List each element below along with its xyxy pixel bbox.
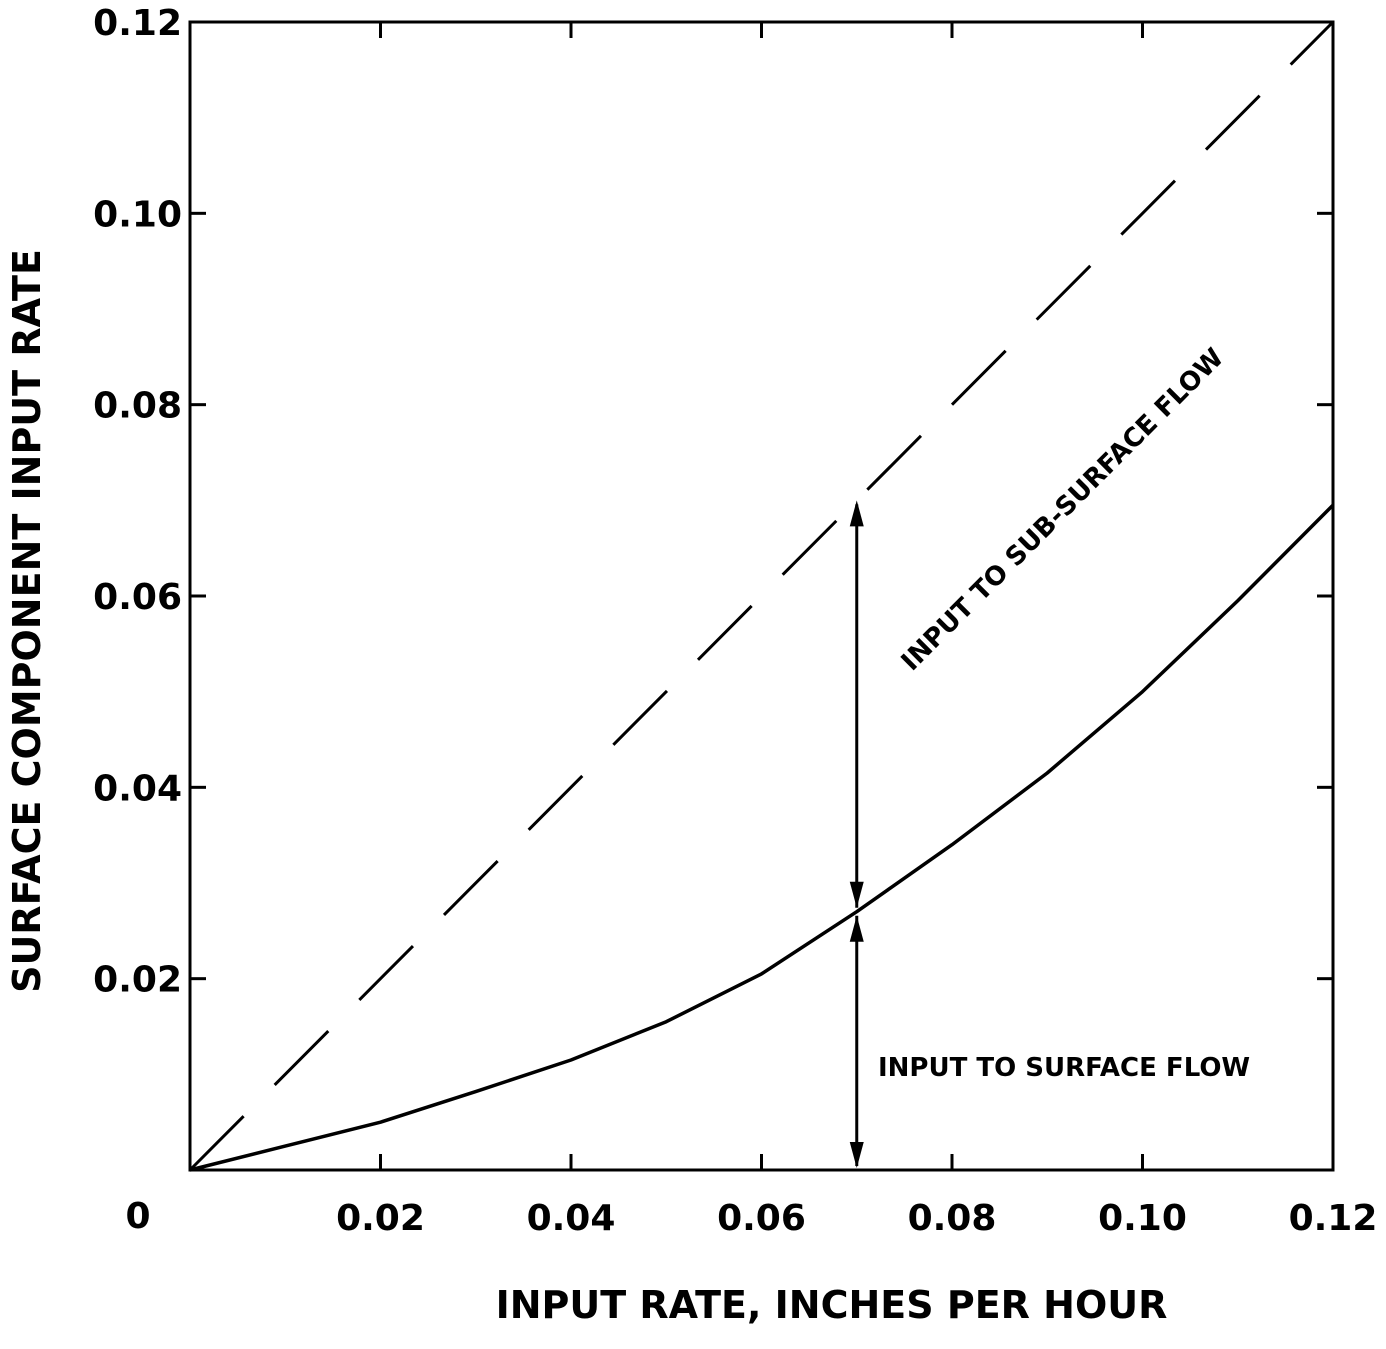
annotation-surface-flow: INPUT TO SURFACE FLOW (878, 1053, 1250, 1083)
x-tick-label: 0.10 (1098, 1198, 1187, 1239)
x-tick-label: 0.02 (336, 1198, 425, 1239)
y-axis-title: SURFACE COMPONENT INPUT RATE (5, 249, 49, 993)
y-axis-ticks: 0.02 0.04 0.06 0.08 0.10 0.12 (93, 3, 1333, 1001)
x-axis-ticks: 0.02 0.04 0.06 0.08 0.10 0.12 (336, 22, 1377, 1239)
surface-arrow-head-top (849, 915, 864, 942)
y-tick-label: 0.08 (93, 386, 182, 427)
origin-label: 0 (125, 1196, 150, 1237)
x-axis-title: INPUT RATE, INCHES PER HOUR (496, 1283, 1168, 1327)
annotations (849, 500, 864, 1168)
x-tick-label: 0.08 (908, 1198, 997, 1239)
x-tick-label: 0.12 (1289, 1198, 1378, 1239)
series-group (188, 20, 1335, 1172)
surface-arrow-head-bottom (849, 1142, 864, 1168)
sub-surface-arrow-head-bottom (849, 881, 864, 908)
y-tick-label: 0.04 (93, 768, 182, 809)
x-tick-label: 0.06 (717, 1198, 806, 1239)
dashed-series-line (188, 20, 1335, 1172)
y-tick-label: 0.06 (93, 577, 182, 618)
y-tick-label: 0.10 (93, 194, 182, 235)
solid-series-line (189, 503, 1335, 1172)
annotation-sub-surface-flow: INPUT TO SUB-SURFACE FLOW (896, 343, 1230, 677)
y-tick-label: 0.12 (93, 3, 182, 44)
x-tick-label: 0.04 (527, 1198, 616, 1239)
sub-surface-arrow-head-top (849, 500, 864, 527)
y-tick-label: 0.02 (93, 960, 182, 1001)
